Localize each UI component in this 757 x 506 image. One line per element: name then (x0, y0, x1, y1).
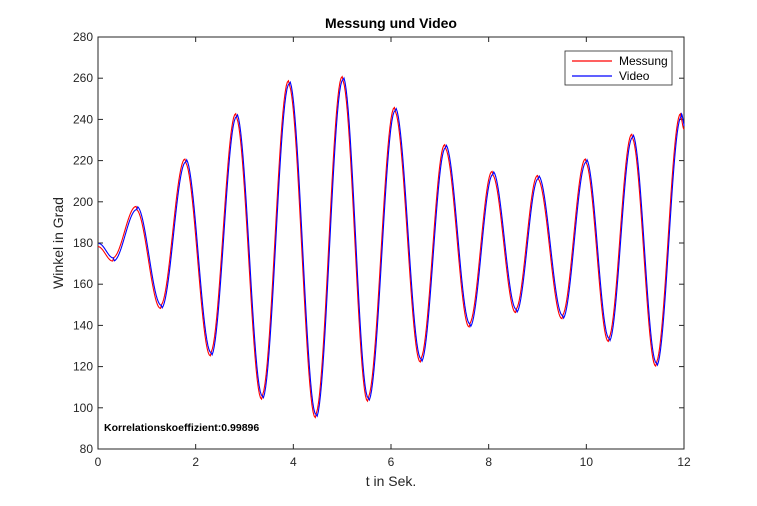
plot-area (97, 36, 685, 450)
x-tick-label: 8 (485, 455, 492, 469)
y-tick-label: 120 (73, 360, 93, 374)
y-axis-label: Winkel in Grad (50, 197, 66, 289)
x-tick-label: 10 (580, 455, 594, 469)
x-axis-label: t in Sek. (366, 473, 417, 489)
y-tick-label: 100 (73, 401, 93, 415)
y-tick-label: 200 (73, 195, 93, 209)
x-tick-label: 12 (677, 455, 691, 469)
y-tick-label: 260 (73, 71, 93, 85)
y-tick-label: 140 (73, 318, 93, 332)
y-tick-label: 220 (73, 154, 93, 168)
series-lines (97, 75, 685, 419)
correlation-annotation: Korrelationskoeffizient:0.99896 (104, 422, 259, 434)
y-tick-label: 180 (73, 236, 93, 250)
axis-ticks: 0 2 4 6 8 10 12 80 100 120 140 160 180 200 220 240 260 28… (73, 30, 691, 469)
legend-label-video: Video (619, 69, 650, 83)
y-tick-label: 80 (80, 442, 94, 456)
legend-label-messung: Messung (619, 54, 668, 68)
series-line-video (98, 76, 685, 418)
x-tick-label: 2 (192, 455, 199, 469)
y-tick-label: 280 (73, 30, 93, 44)
y-tick-label: 240 (73, 112, 93, 126)
y-tick-label: 160 (73, 277, 93, 291)
x-tick-label: 6 (388, 455, 395, 469)
legend-box (564, 50, 673, 86)
x-tick-label: 0 (95, 455, 102, 469)
series-line-messung (97, 75, 685, 419)
chart-title: Messung und Video (325, 15, 457, 31)
x-tick-label: 4 (290, 455, 297, 469)
legend: Messung Video (564, 50, 673, 86)
